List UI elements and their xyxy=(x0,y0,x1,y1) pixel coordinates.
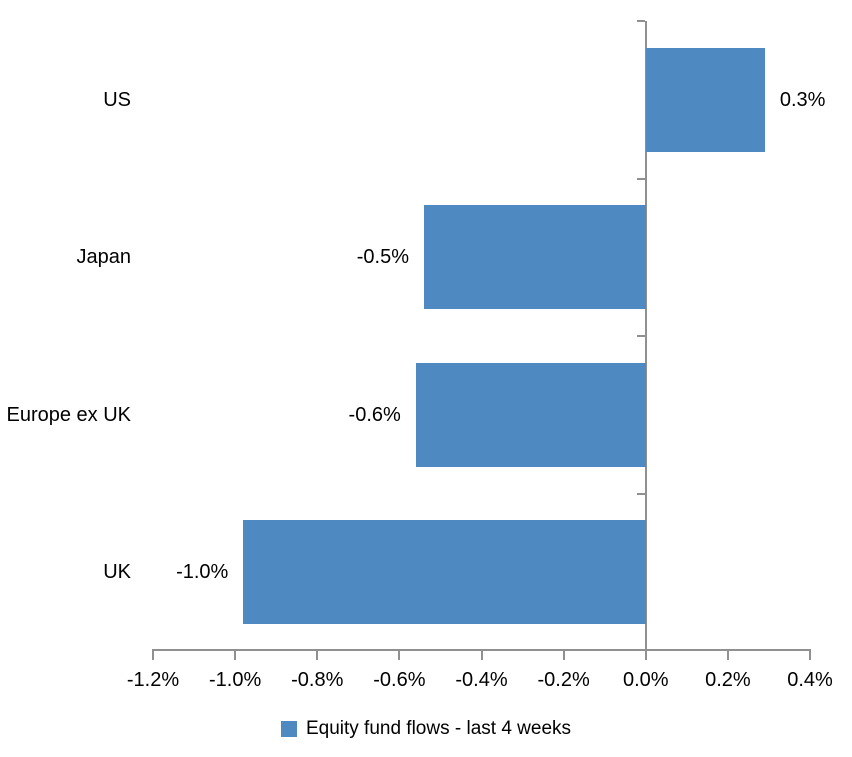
x-axis-tick-label: -0.8% xyxy=(291,669,344,691)
bar-value-label: -1.0% xyxy=(176,561,229,584)
category-label: Europe ex UK xyxy=(6,403,131,426)
legend-marker-square xyxy=(280,721,297,737)
y-axis-tick xyxy=(636,20,645,22)
category-label: Japan xyxy=(76,246,132,269)
x-axis-tick xyxy=(480,651,483,660)
x-axis-tick-label: -0.6% xyxy=(373,669,426,691)
x-axis-tick xyxy=(644,651,647,660)
category-label: UK xyxy=(103,561,131,584)
bar xyxy=(645,47,765,152)
x-axis-tick-label: -0.4% xyxy=(455,669,508,691)
x-axis-tick xyxy=(152,651,154,660)
x-axis-tick xyxy=(234,651,237,660)
category-label: US xyxy=(103,88,131,111)
x-axis-tick-label: 0.0% xyxy=(622,669,669,691)
bar xyxy=(243,520,646,625)
bar xyxy=(424,205,646,310)
bar xyxy=(415,362,646,467)
y-axis-tick xyxy=(636,335,645,337)
bar-value-label: -0.6% xyxy=(348,403,401,426)
x-axis-tick-label: -1.2% xyxy=(126,669,180,691)
x-axis-tick-label: -0.2% xyxy=(537,669,590,691)
x-axis-tick xyxy=(809,651,811,660)
x-axis-line xyxy=(152,649,811,651)
legend: Equity fund flows - last 4 weeks xyxy=(0,718,852,740)
x-axis-tick-label: 0.4% xyxy=(787,669,833,691)
x-axis-tick xyxy=(726,651,729,660)
x-axis-tick-label: 0.2% xyxy=(705,669,751,691)
x-axis-tick-label: -1.0% xyxy=(209,669,262,691)
bar-value-label: -0.5% xyxy=(356,246,409,269)
x-axis-tick xyxy=(316,651,319,660)
y-axis-tick xyxy=(636,177,645,180)
y-axis-tick xyxy=(636,492,645,495)
x-axis-tick xyxy=(398,651,401,660)
x-axis-tick xyxy=(562,651,565,660)
bar-value-label: 0.3% xyxy=(779,88,826,111)
legend-label: Equity fund flows - last 4 weeks xyxy=(305,718,572,739)
zero-axis-line xyxy=(644,21,647,651)
